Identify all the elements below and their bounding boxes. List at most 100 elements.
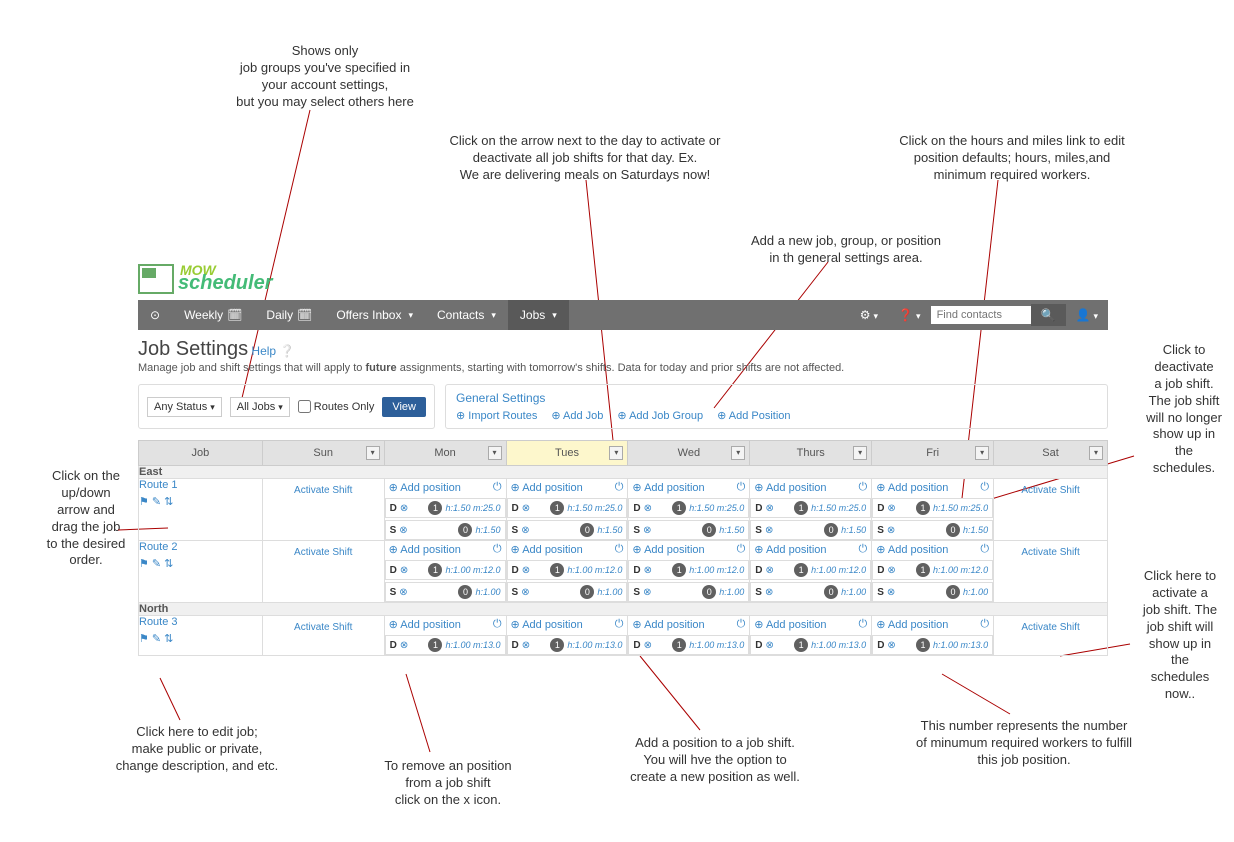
addpos-link[interactable]: Add position⏻	[507, 541, 628, 558]
hm-link[interactable]: h:1.00 m:12.0	[445, 565, 500, 575]
addpos-link[interactable]: Add position⏻	[750, 541, 871, 558]
gear-icon[interactable]: ⚙	[850, 308, 888, 322]
hm-link[interactable]: h:1.50 m:25.0	[933, 503, 988, 513]
power-icon[interactable]: ⏻	[858, 481, 867, 494]
power-icon[interactable]: ⏻	[737, 618, 746, 631]
power-icon[interactable]: ⏻	[615, 543, 624, 556]
remove-icon[interactable]: ⊗	[765, 587, 773, 598]
addpos-link[interactable]: Add position⏻	[385, 616, 506, 633]
nav-weekly[interactable]: Weekly 🗓	[172, 300, 254, 330]
flag-icon[interactable]: ⚑	[139, 557, 149, 570]
hm-link[interactable]: h:1.00 m:13.0	[689, 640, 744, 650]
hm-link[interactable]: h:1.50	[719, 525, 744, 535]
hm-link[interactable]: h:1.50	[963, 525, 988, 535]
addpos-link[interactable]: Add position⏻	[872, 541, 993, 558]
remove-icon[interactable]: ⊗	[400, 640, 408, 651]
activate-shift-link[interactable]: Activate Shift	[994, 541, 1107, 564]
add-job-group-link[interactable]: Add Job Group	[617, 409, 703, 422]
power-icon[interactable]: ⏻	[493, 543, 502, 556]
addpos-link[interactable]: Add position⏻	[385, 479, 506, 496]
hm-link[interactable]: h:1.00 m:12.0	[811, 565, 866, 575]
nav-daily[interactable]: Daily 🗓	[254, 300, 324, 330]
search-button[interactable]: 🔍	[1031, 304, 1066, 326]
power-icon[interactable]: ⏻	[493, 618, 502, 631]
hm-link[interactable]: h:1.00 m:12.0	[933, 565, 988, 575]
hm-link[interactable]: h:1.50	[597, 525, 622, 535]
edit-icon[interactable]: ✎	[152, 632, 161, 645]
remove-icon[interactable]: ⊗	[522, 503, 530, 514]
edit-icon[interactable]: ✎	[152, 495, 161, 508]
remove-icon[interactable]: ⊗	[521, 587, 529, 598]
routes-only-check[interactable]: Routes Only	[298, 400, 375, 413]
hm-link[interactable]: h:1.00 m:13.0	[933, 640, 988, 650]
remove-icon[interactable]: ⊗	[766, 640, 774, 651]
route2-link[interactable]: Route 2	[139, 541, 262, 553]
hm-link[interactable]: h:1.00 m:13.0	[567, 640, 622, 650]
remove-icon[interactable]: ⊗	[643, 525, 651, 536]
hm-link[interactable]: h:1.50	[841, 525, 866, 535]
fri-dropdown[interactable]: ▾	[975, 446, 989, 460]
view-button[interactable]: View	[382, 397, 426, 417]
addpos-link[interactable]: Add position⏻	[872, 479, 993, 496]
nav-offers[interactable]: Offers Inbox	[324, 300, 425, 330]
hm-link[interactable]: h:1.00	[475, 587, 500, 597]
addpos-link[interactable]: Add position⏻	[628, 616, 749, 633]
drag-icon[interactable]: ⇅	[164, 632, 173, 645]
activate-shift-link[interactable]: Activate Shift	[263, 541, 384, 564]
addpos-link[interactable]: Add position⏻	[750, 479, 871, 496]
hm-link[interactable]: h:1.50 m:25.0	[689, 503, 744, 513]
remove-icon[interactable]: ⊗	[644, 565, 652, 576]
remove-icon[interactable]: ⊗	[399, 587, 407, 598]
remove-icon[interactable]: ⊗	[644, 503, 652, 514]
remove-icon[interactable]: ⊗	[521, 525, 529, 536]
mon-dropdown[interactable]: ▾	[488, 446, 502, 460]
remove-icon[interactable]: ⊗	[644, 640, 652, 651]
remove-icon[interactable]: ⊗	[400, 503, 408, 514]
sun-dropdown[interactable]: ▾	[366, 446, 380, 460]
activate-shift-link[interactable]: Activate Shift	[994, 479, 1107, 502]
wed-dropdown[interactable]: ▾	[731, 446, 745, 460]
hm-link[interactable]: h:1.00	[841, 587, 866, 597]
power-icon[interactable]: ⏻	[980, 543, 989, 556]
help-icon[interactable]: ❓	[888, 308, 930, 322]
search-input[interactable]	[931, 306, 1031, 324]
power-icon[interactable]: ⏻	[615, 618, 624, 631]
hm-link[interactable]: h:1.00 m:13.0	[445, 640, 500, 650]
add-position-link[interactable]: Add Position	[717, 409, 790, 422]
hm-link[interactable]: h:1.00 m:13.0	[811, 640, 866, 650]
nav-jobs[interactable]: Jobs	[508, 300, 569, 330]
power-icon[interactable]: ⏻	[858, 543, 867, 556]
activate-shift-link[interactable]: Activate Shift	[994, 616, 1107, 639]
power-icon[interactable]: ⏻	[737, 543, 746, 556]
route3-link[interactable]: Route 3	[139, 616, 262, 628]
flag-icon[interactable]: ⚑	[139, 495, 149, 508]
addpos-link[interactable]: Add position⏻	[750, 616, 871, 633]
power-icon[interactable]: ⏻	[980, 618, 989, 631]
hm-link[interactable]: h:1.00 m:12.0	[567, 565, 622, 575]
remove-icon[interactable]: ⊗	[887, 503, 895, 514]
add-job-link[interactable]: Add Job	[551, 409, 603, 422]
edit-icon[interactable]: ✎	[152, 557, 161, 570]
hm-link[interactable]: h:1.50 m:25.0	[445, 503, 500, 513]
addpos-link[interactable]: Add position⏻	[507, 479, 628, 496]
addpos-link[interactable]: Add position⏻	[628, 479, 749, 496]
remove-icon[interactable]: ⊗	[643, 587, 651, 598]
thu-dropdown[interactable]: ▾	[853, 446, 867, 460]
remove-icon[interactable]: ⊗	[522, 640, 530, 651]
remove-icon[interactable]: ⊗	[887, 565, 895, 576]
remove-icon[interactable]: ⊗	[765, 525, 773, 536]
drag-icon[interactable]: ⇅	[164, 495, 173, 508]
status-select[interactable]: Any Status	[147, 397, 222, 417]
nav-home-icon[interactable]: ⊙	[138, 300, 172, 330]
import-routes-link[interactable]: Import Routes	[456, 409, 537, 422]
power-icon[interactable]: ⏻	[858, 618, 867, 631]
hm-link[interactable]: h:1.00	[597, 587, 622, 597]
hm-link[interactable]: h:1.50 m:25.0	[811, 503, 866, 513]
addpos-link[interactable]: Add position⏻	[628, 541, 749, 558]
routes-only-input[interactable]	[298, 400, 311, 413]
remove-icon[interactable]: ⊗	[766, 565, 774, 576]
remove-icon[interactable]: ⊗	[766, 503, 774, 514]
power-icon[interactable]: ⏻	[615, 481, 624, 494]
hm-link[interactable]: h:1.00	[963, 587, 988, 597]
drag-icon[interactable]: ⇅	[164, 557, 173, 570]
